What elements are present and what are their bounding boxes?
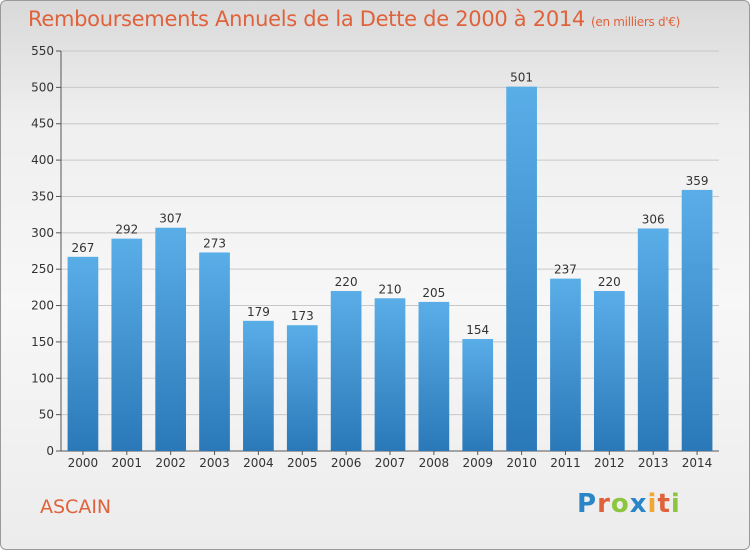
bar-2007[interactable] (374, 298, 406, 451)
x-tick-label: 2013 (638, 456, 669, 470)
data-label: 220 (335, 275, 358, 289)
bar-2010[interactable] (506, 86, 537, 452)
data-label: 273 (203, 236, 226, 250)
x-tick-label: 2000 (68, 456, 99, 470)
bar-2011[interactable] (550, 278, 581, 451)
x-tick-label: 2014 (682, 456, 713, 470)
y-tick-label: 400 (31, 153, 54, 167)
y-tick-label: 50 (39, 408, 54, 422)
data-label: 173 (291, 309, 314, 323)
data-label: 179 (247, 305, 270, 319)
data-label: 306 (642, 212, 665, 226)
chart-title-text: Remboursements Annuels de la Dette de 20… (28, 7, 585, 31)
logo-letter: i (670, 489, 681, 519)
x-tick-label: 2011 (550, 456, 581, 470)
bar-2013[interactable] (637, 228, 669, 451)
x-tick-label: 2006 (331, 456, 362, 470)
data-label: 359 (686, 174, 709, 188)
chart-title: Remboursements Annuels de la Dette de 20… (28, 7, 680, 31)
data-label: 220 (598, 275, 621, 289)
x-tick-label: 2010 (506, 456, 537, 470)
bar-2006[interactable] (330, 291, 362, 451)
y-tick-label: 0 (46, 444, 54, 458)
x-tick-label: 2001 (112, 456, 143, 470)
y-tick-label: 300 (31, 226, 54, 240)
x-tick-label: 2004 (243, 456, 274, 470)
bar-2002[interactable] (155, 227, 187, 451)
data-label: 307 (159, 212, 182, 226)
x-tick-label: 2007 (375, 456, 406, 470)
bar-2004[interactable] (243, 320, 274, 451)
logo-letter: r (597, 489, 611, 519)
y-tick-label: 250 (31, 262, 54, 276)
bar-2003[interactable] (199, 252, 230, 451)
logo-letter: o (610, 489, 630, 519)
labels: 0 50 100 150 200 250 300 350 400 450 500 550 267 2000… (31, 44, 712, 470)
data-label: 154 (466, 323, 489, 337)
bar-2009[interactable] (462, 339, 494, 451)
bar-2000[interactable] (67, 256, 99, 451)
y-tick-label: 550 (31, 44, 54, 58)
logo-letter: P (577, 489, 598, 519)
data-label: 292 (115, 223, 138, 237)
bars (67, 86, 713, 452)
city-name: ASCAIN (40, 496, 112, 518)
bar-2014[interactable] (681, 189, 713, 451)
y-tick-label: 100 (31, 371, 54, 385)
x-tick-label: 2002 (155, 456, 186, 470)
data-label: 237 (554, 263, 577, 277)
y-tick-label: 150 (31, 335, 54, 349)
x-tick-label: 2008 (419, 456, 450, 470)
logo-letter: t (657, 489, 671, 519)
x-tick-label: 2003 (199, 456, 230, 470)
bar-2001[interactable] (111, 238, 143, 451)
y-tick-label: 450 (31, 117, 54, 131)
data-label: 210 (379, 282, 402, 296)
data-label: 501 (510, 71, 533, 85)
logo-letter: x (629, 489, 648, 519)
bar-2005[interactable] (286, 325, 318, 451)
x-tick-label: 2005 (287, 456, 318, 470)
x-tick-label: 2009 (462, 456, 493, 470)
data-label: 267 (71, 241, 94, 255)
y-tick-label: 200 (31, 299, 54, 313)
x-tick-label: 2012 (594, 456, 625, 470)
bar-2012[interactable] (593, 291, 625, 451)
logo-letter: i (647, 489, 658, 519)
y-tick-label: 350 (31, 189, 54, 203)
data-label: 205 (422, 286, 445, 300)
chart-subtitle: (en milliers d'€) (591, 15, 681, 29)
y-tick-label: 500 (31, 80, 54, 94)
proxiti-logo[interactable]: Proxiti (577, 489, 681, 519)
bar-2008[interactable] (418, 301, 450, 451)
